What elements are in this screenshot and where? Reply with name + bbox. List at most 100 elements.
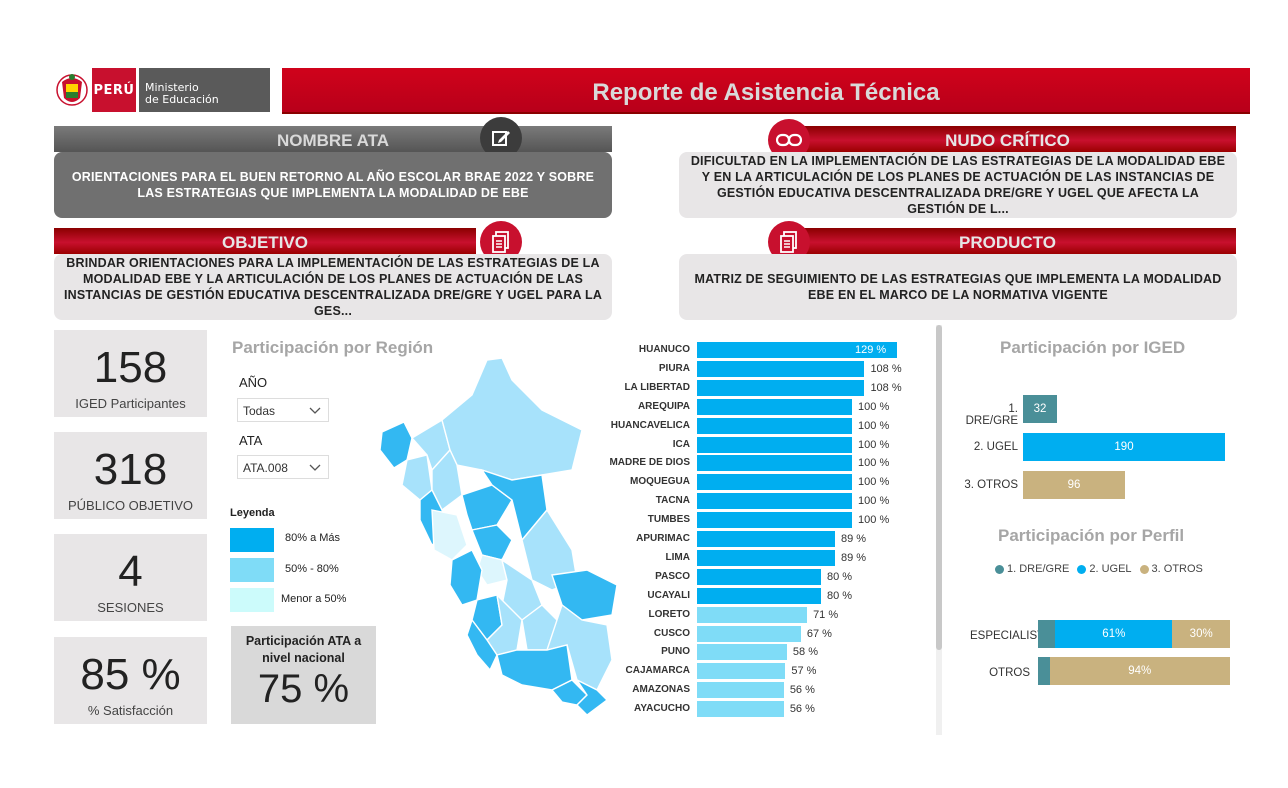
region-bar[interactable] xyxy=(697,682,784,699)
iged-bar[interactable]: 190 xyxy=(1023,433,1225,461)
map-region-loreto[interactable] xyxy=(441,357,583,481)
region-bar-value: 100 % xyxy=(858,514,890,527)
region-bar-label: HUANUCO xyxy=(638,344,690,355)
region-bar-label: AYACUCHO xyxy=(634,703,690,715)
region-bar-value: 108 % xyxy=(870,381,902,394)
producto-title: PRODUCTO xyxy=(779,228,1236,254)
region-bar[interactable] xyxy=(697,549,835,566)
nudo-critico-text: DIFICULTAD EN LA IMPLEMENTACIÓN DE LAS E… xyxy=(679,152,1237,218)
national-participation-box: Participación ATA a nivel nacional 75 % xyxy=(231,626,376,724)
perfil-bar-segment[interactable]: 94% xyxy=(1049,657,1230,685)
region-bar[interactable] xyxy=(697,474,853,491)
region-bar[interactable] xyxy=(697,568,822,585)
kpi-label: PÚBLICO OBJETIVO xyxy=(68,498,193,513)
region-bar-label: UCAYALI xyxy=(647,589,690,601)
perfil-bar-label: OTROS xyxy=(989,667,1030,679)
map-region-ancash[interactable] xyxy=(431,509,468,561)
national-value: 75 % xyxy=(257,667,350,711)
logo-ministry-line1: Ministerio xyxy=(145,81,199,94)
map-region-arequipa[interactable] xyxy=(496,644,573,691)
region-bar[interactable] xyxy=(697,644,787,661)
year-select[interactable]: Todas xyxy=(237,398,329,422)
objetivo-text: BRINDAR ORIENTACIONES PARA LA IMPLEMENTA… xyxy=(54,254,612,320)
region-bar[interactable] xyxy=(697,701,784,718)
region-bar[interactable] xyxy=(697,436,853,453)
objetivo-title: OBJETIVO xyxy=(54,228,476,254)
region-bar-chart: HUANUCO 129 % PIURA 108 % LA LIBERTAD 108 % AR… xyxy=(600,340,930,720)
region-bar-value: 58 % xyxy=(792,646,818,659)
peru-map[interactable] xyxy=(372,350,622,720)
iged-bar[interactable]: 32 xyxy=(1023,395,1058,423)
region-bar[interactable] xyxy=(697,360,865,377)
iged-bar-chart: 1. DRE/GRE 32 2. UGEL 190 3. OTROS 96 xyxy=(950,395,1240,505)
region-bar-label: LA LIBERTAD xyxy=(624,381,690,393)
iged-bar[interactable]: 96 xyxy=(1023,471,1126,499)
chevron-down-icon xyxy=(309,464,321,471)
region-bar[interactable] xyxy=(697,417,853,434)
perfil-legend: 1. DRE/GRE 2. UGEL 3. OTROS xyxy=(995,563,1203,575)
iged-bar-label: 2. UGEL xyxy=(973,441,1018,453)
kpi-iged: 158 IGED Participantes xyxy=(54,330,207,417)
region-bar-label: TUMBES xyxy=(647,514,690,526)
nombre-ata-text: ORIENTACIONES PARA EL BUEN RETORNO AL AÑ… xyxy=(54,152,612,218)
iged-bar-label: 1. DRE/GRE xyxy=(965,403,1018,427)
perfil-bar-segment[interactable]: 30% xyxy=(1172,620,1230,648)
page-title: Reporte de Asistencia Técnica xyxy=(592,79,940,106)
region-bar-label: APURIMAC xyxy=(636,533,690,544)
region-bar-value: 71 % xyxy=(813,608,839,621)
region-bar[interactable] xyxy=(697,379,865,396)
kpi-satisfaccion: 85 % % Satisfacción xyxy=(54,637,207,724)
chevron-down-icon xyxy=(309,407,321,414)
region-bar-value: 108 % xyxy=(870,362,902,375)
region-bar[interactable] xyxy=(697,663,786,680)
region-bar[interactable] xyxy=(697,512,853,529)
map-region-huanuco[interactable] xyxy=(471,524,513,561)
ata-select-value: ATA.008 xyxy=(243,461,288,475)
region-bar[interactable] xyxy=(697,587,822,604)
region-bar[interactable] xyxy=(697,342,897,358)
region-bar-label: LIMA xyxy=(665,551,690,563)
perfil-bar-segment[interactable] xyxy=(1038,620,1056,648)
scrollbar-thumb[interactable] xyxy=(936,325,942,650)
region-bar[interactable] xyxy=(697,625,801,642)
year-select-value: Todas xyxy=(243,404,276,418)
logo-country: PERÚ xyxy=(92,68,136,112)
region-bar-label: MADRE DE DIOS xyxy=(609,457,690,469)
nudo-critico-title: NUDO CRÍTICO xyxy=(779,126,1236,152)
perfil-bar-segment[interactable]: 61% xyxy=(1055,620,1173,648)
ata-select[interactable]: ATA.008 xyxy=(237,455,329,479)
iged-bar-label: 3. OTROS xyxy=(964,479,1018,491)
region-bar-label: TACNA xyxy=(655,495,690,507)
legend-title: Leyenda xyxy=(230,507,275,519)
map-region-lima[interactable] xyxy=(449,549,483,606)
legend-label-low: Menor a 50% xyxy=(281,593,347,605)
region-bar-label: MOQUEGUA xyxy=(630,476,690,488)
map-region-ica[interactable] xyxy=(466,618,498,672)
legend-dot xyxy=(1077,564,1087,574)
region-bar-label: ICA xyxy=(672,438,690,450)
region-bar[interactable] xyxy=(697,606,808,623)
legend-label-mid: 50% - 80% xyxy=(285,563,339,575)
region-bar[interactable] xyxy=(697,455,853,472)
region-bar-value: 100 % xyxy=(858,476,890,489)
region-bar[interactable] xyxy=(697,493,853,510)
region-bar-value: 100 % xyxy=(858,400,890,413)
region-panel-title: Participación por Región xyxy=(232,338,434,357)
perfil-legend-item: 2. UGEL xyxy=(1077,563,1132,575)
region-bar-label: PIURA xyxy=(658,362,690,374)
region-bar-value: 57 % xyxy=(791,665,817,678)
region-bar-value: 89 % xyxy=(840,551,867,564)
region-bar[interactable] xyxy=(697,531,835,547)
logo-ministry-line2: de Educación xyxy=(145,93,219,106)
filter-ata-label: ATA xyxy=(239,433,263,448)
perfil-bar-segment[interactable] xyxy=(1038,657,1050,685)
region-bar[interactable] xyxy=(697,398,853,415)
perfil-bar-chart: ESPECIALISTAS 61% 30% OTROS 94% xyxy=(950,620,1240,695)
region-bar-value: 80 % xyxy=(827,570,853,583)
map-region-tacna[interactable] xyxy=(574,678,609,716)
national-label: Participación ATA a nivel nacional xyxy=(245,634,362,665)
logo-ministry: Ministerio de Educación xyxy=(138,68,270,112)
producto-text: MATRIZ DE SEGUIMIENTO DE LAS ESTRATEGIAS… xyxy=(679,254,1237,320)
perfil-chart-title: Participación por Perfil xyxy=(998,526,1185,545)
region-bar-value: 56 % xyxy=(789,703,815,716)
